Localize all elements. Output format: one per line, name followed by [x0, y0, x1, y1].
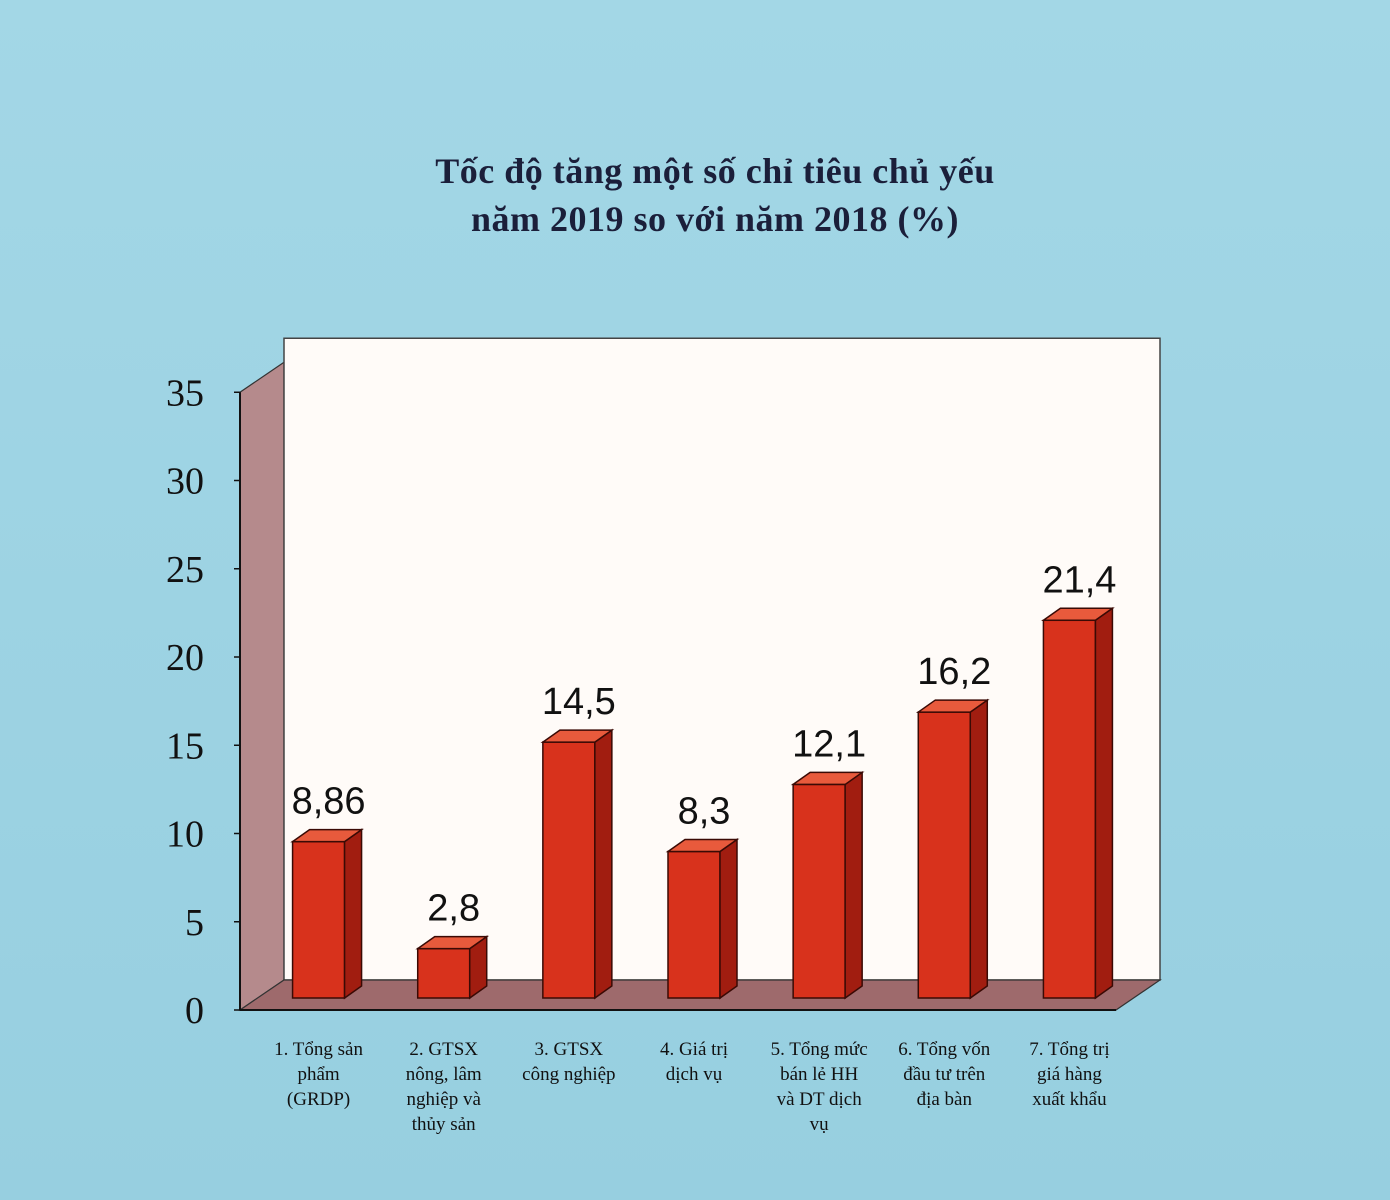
x-tick-label-line: 5. Tổng mức — [770, 1039, 868, 1060]
bar-top — [915, 699, 990, 713]
x-tick-label-line: giá hàng — [1036, 1064, 1102, 1085]
y-tick-label: 35 — [166, 372, 204, 414]
data-label: 14,5 — [542, 681, 616, 723]
x-tick-label: 3. GTSX công nghiệp — [494, 1037, 644, 1087]
chart-subtitle: năm 2019 so với năm 2018 (%) — [471, 199, 959, 239]
x-tick-label-line: địa bàn — [916, 1089, 972, 1110]
x-tick-label-line: xuất khẩu — [1032, 1089, 1107, 1110]
y-tick-label: 30 — [166, 461, 204, 503]
y-tick-label: 15 — [166, 725, 204, 767]
x-tick-label-line: 6. Tổng vốn — [898, 1039, 991, 1060]
bar-side — [1094, 606, 1114, 1000]
x-tick-label: 2. GTSX nông, lâm nghiệp và thủy sản — [369, 1037, 519, 1137]
y-tick-label: 0 — [185, 990, 204, 1032]
bar-side — [594, 728, 613, 1000]
chart-side-wall — [239, 361, 285, 1012]
bar-top — [415, 935, 490, 950]
bar-side — [844, 770, 863, 1000]
x-tick-label-line: 7. Tổng trị — [1029, 1039, 1110, 1060]
bar-top — [1041, 607, 1115, 622]
x-tick-label: 7. Tổng trị giá hàng xuất khẩu — [994, 1037, 1144, 1112]
y-tick-label: 20 — [166, 637, 204, 679]
bar-top — [665, 838, 740, 853]
bar-side — [969, 698, 989, 1000]
x-tick-label-line: 4. Giá trị — [659, 1039, 729, 1060]
bar-top — [790, 771, 865, 786]
x-tick-label-line: 3. GTSX — [534, 1039, 604, 1060]
x-tick-label-line: bán lẻ HH — [780, 1064, 859, 1085]
data-label: 12,1 — [792, 723, 866, 765]
x-tick-label-line: và DT dịch — [776, 1089, 862, 1110]
bar-side — [343, 828, 363, 1000]
x-tick-label-line: đầu tư trên — [903, 1064, 986, 1085]
bar — [667, 850, 721, 999]
bar — [1042, 619, 1097, 999]
y-tick-label: 25 — [166, 549, 204, 591]
data-label: 21,4 — [1042, 559, 1116, 601]
x-tick-label-line: nông, lâm — [405, 1064, 482, 1085]
x-tick-label: 5. Tổng mức bán lẻ HH và DT dịch vụ — [744, 1037, 894, 1137]
x-tick-label: 1. Tổng sản phẩm (GRDP) — [244, 1037, 394, 1112]
x-tick-label-line: vụ — [809, 1114, 829, 1135]
data-label: 8,86 — [292, 781, 366, 823]
data-label: 16,2 — [917, 651, 991, 693]
x-tick-label-line: thủy sản — [411, 1114, 476, 1135]
bar — [416, 947, 471, 999]
bar — [542, 741, 596, 999]
x-tick-label-line: công nghiệp — [522, 1064, 616, 1085]
x-tick-label: 6. Tổng vốn đầu tư trên địa bàn — [869, 1037, 1019, 1112]
y-tick-label: 10 — [166, 814, 204, 856]
bar — [291, 840, 346, 999]
x-tick-label-line: nghiệp và — [406, 1089, 481, 1110]
data-label: 2,8 — [427, 888, 480, 930]
chart-title: Tốc độ tăng một số chỉ tiêu chủ yếu — [435, 151, 995, 191]
x-tick-label: 4. Giá trị dịch vụ — [619, 1037, 769, 1087]
x-tick-label-line: (GRDP) — [286, 1089, 351, 1110]
bar-side — [719, 838, 738, 1000]
x-tick-label-line: phẩm — [297, 1064, 340, 1085]
bar — [792, 783, 846, 999]
bar — [917, 711, 972, 999]
data-label: 8,3 — [678, 791, 731, 833]
y-tick-label: 5 — [185, 902, 204, 944]
bar-top — [290, 828, 364, 843]
x-tick-label-line: dịch vụ — [665, 1064, 723, 1085]
x-tick-label-line: 2. GTSX — [409, 1039, 479, 1060]
bar-top — [540, 729, 615, 743]
x-tick-label-line: 1. Tổng sản — [274, 1039, 363, 1060]
